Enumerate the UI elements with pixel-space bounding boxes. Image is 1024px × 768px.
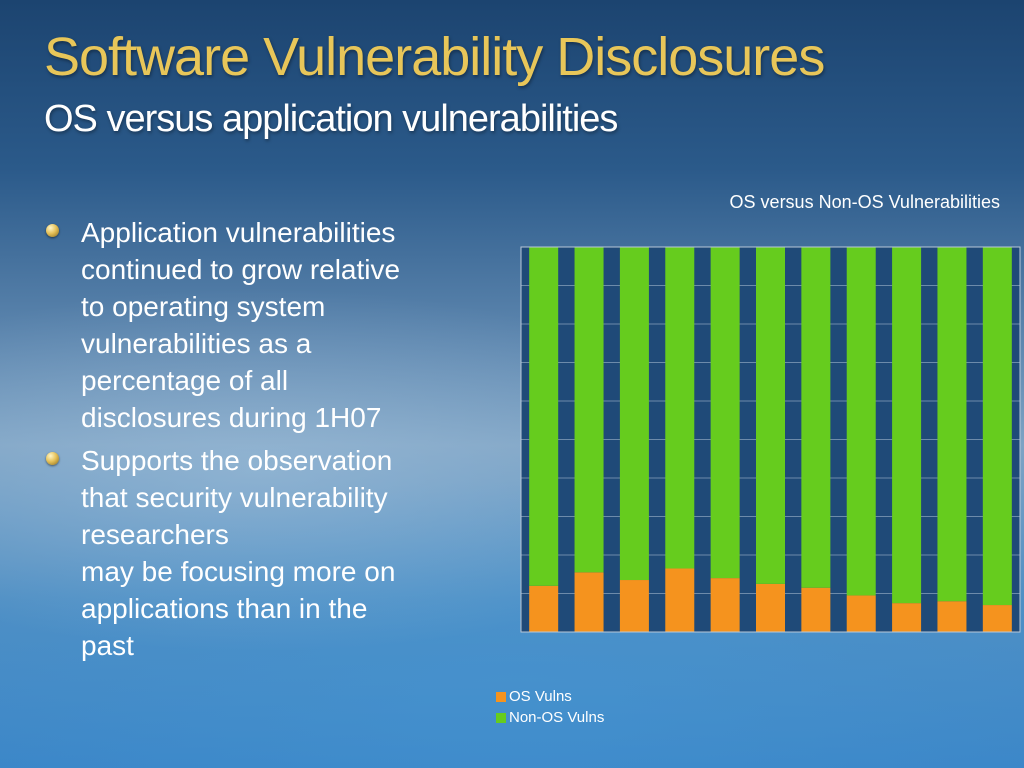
bullet-line: that security vulnerability xyxy=(81,482,388,513)
bullet-line: vulnerabilities as a xyxy=(81,328,312,359)
bar-non-os-vulns xyxy=(756,247,785,584)
bar-non-os-vulns xyxy=(574,247,604,573)
bar-os-vulns xyxy=(982,605,1012,632)
chart-legend: OS Vulns Non-OS Vulns xyxy=(496,686,604,728)
bullet-line: may be focusing more on xyxy=(81,556,396,587)
bullet-item: Supports the observation that security v… xyxy=(44,442,484,664)
bullet-line: Supports the observation xyxy=(81,445,393,476)
bar-os-vulns xyxy=(801,587,831,632)
bar-os-vulns xyxy=(574,572,604,632)
bar-os-vulns xyxy=(937,601,967,632)
bullet-line: past xyxy=(81,630,134,661)
bullet-line: researchers xyxy=(81,519,229,550)
bar-non-os-vulns xyxy=(892,247,922,604)
legend-swatch-non-os xyxy=(496,712,506,723)
bar-os-vulns xyxy=(619,580,649,632)
bullet-item: Application vulnerabilities continued to… xyxy=(44,214,484,436)
chart-title: OS versus Non-OS Vulnerabilities xyxy=(729,192,1000,212)
bar-non-os-vulns xyxy=(846,247,876,596)
bullet-line: disclosures during 1H07 xyxy=(81,402,382,433)
bar-os-vulns xyxy=(756,583,785,632)
plot-border xyxy=(520,246,1021,633)
bar-non-os-vulns xyxy=(982,247,1012,606)
legend-item-non-os: Non-OS Vulns xyxy=(496,707,604,728)
bullet-line: Application vulnerabilities xyxy=(81,217,396,248)
bullet-text: Supports the observation that security v… xyxy=(81,442,484,664)
bullet-icon xyxy=(46,224,59,237)
bar-os-vulns xyxy=(529,585,559,632)
bar-os-vulns xyxy=(846,595,876,632)
bar-non-os-vulns xyxy=(710,247,740,579)
bar-os-vulns xyxy=(710,578,740,632)
bullet-text: Application vulnerabilities continued to… xyxy=(81,214,484,436)
slide-subtitle: OS versus application vulnerabilities xyxy=(44,98,618,140)
legend-swatch-os xyxy=(496,691,506,702)
bar-non-os-vulns xyxy=(937,247,967,602)
bullet-list: Application vulnerabilities continued to… xyxy=(44,214,484,670)
legend-label-non-os: Non-OS Vulns xyxy=(509,709,605,726)
bullet-line: applications than in the xyxy=(81,593,368,624)
bullet-icon xyxy=(46,452,59,465)
bullet-line: to operating system xyxy=(81,291,326,322)
bar-non-os-vulns xyxy=(665,247,695,569)
bar-os-vulns xyxy=(665,568,695,632)
legend-item-os: OS Vulns xyxy=(496,686,604,707)
slide-title: Software Vulnerability Disclosures xyxy=(44,27,825,87)
bullet-line: continued to grow relative xyxy=(81,254,401,285)
legend-label-os: OS Vulns xyxy=(509,688,572,705)
bar-non-os-vulns xyxy=(801,247,831,588)
bar-non-os-vulns xyxy=(619,247,649,581)
bullet-line: percentage of all xyxy=(81,365,289,396)
bar-non-os-vulns xyxy=(529,247,559,586)
bar-os-vulns xyxy=(892,603,922,632)
